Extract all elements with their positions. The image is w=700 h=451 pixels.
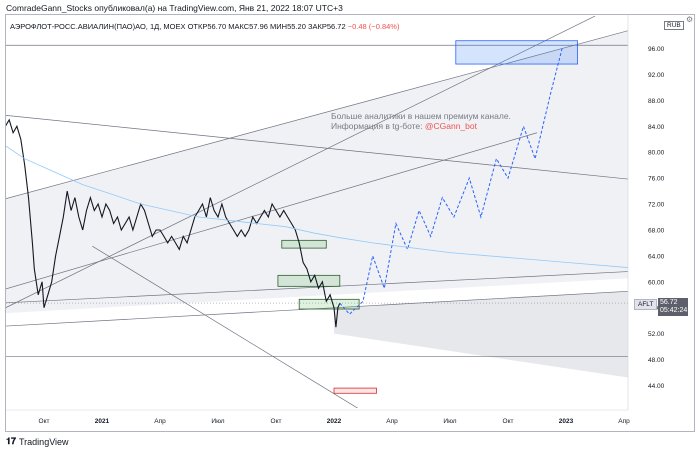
- zone-buy: [298, 298, 360, 310]
- y-tick-label: 92.00: [648, 72, 665, 79]
- symbol-legend: АЭРОФЛОТ-РОСС.АВИАЛИН(ПАО)АО, 1Д, MOEX О…: [10, 22, 399, 31]
- tradingview-logo-icon: 𝟏𝟕: [6, 436, 17, 446]
- y-tick-label: 96.00: [648, 46, 665, 53]
- x-tick-label: 2022: [327, 418, 342, 425]
- last-price: 56.72: [660, 299, 678, 306]
- annotation-line-1: Больше аналитики в нашем премиум канале.: [331, 111, 511, 121]
- y-tick-label: 76.00: [648, 176, 665, 183]
- x-tick-label: Апр: [386, 418, 398, 425]
- low-value: МИН55.20: [270, 22, 306, 31]
- bar-countdown: 05:42:24: [660, 307, 688, 314]
- y-tick-label: 72.00: [648, 202, 665, 209]
- tradingview-logo-text: TradingView: [19, 436, 69, 447]
- y-tick-label: 60.00: [648, 279, 665, 286]
- x-tick-label: Окт: [271, 418, 282, 425]
- lower-shade: [334, 291, 628, 378]
- gear-icon[interactable]: ⚙: [686, 15, 694, 24]
- y-tick-label: 88.00: [648, 98, 665, 105]
- currency-label[interactable]: RUB: [664, 21, 684, 30]
- annotation-line-2: Информация в tg-боте: @CGann_bot: [331, 121, 478, 131]
- y-tick-label: 44.00: [648, 383, 665, 390]
- x-tick-label: Июл: [443, 418, 456, 425]
- open-value: ОТКР56.70: [187, 22, 227, 31]
- publisher-header: ComradeGann_Stocks опубликовал(а) на Tra…: [6, 3, 343, 13]
- x-tick-label: 2021: [95, 418, 110, 425]
- x-tick-label: Апр: [618, 418, 630, 425]
- x-tick-label: Окт: [39, 418, 50, 425]
- annotation-handle[interactable]: @CGann_bot: [425, 121, 478, 131]
- y-tick-label: 80.00: [648, 150, 665, 157]
- trend-line: [6, 115, 628, 180]
- y-tick-label: 48.00: [648, 357, 665, 364]
- trend-line: [92, 245, 359, 408]
- trend-line: [6, 132, 538, 290]
- y-tick-label: 68.00: [648, 227, 665, 234]
- trend-line: [6, 30, 628, 200]
- ticker-tag: AFLT: [634, 299, 658, 310]
- tradingview-logo: 𝟏𝟕 TradingView: [6, 436, 69, 447]
- y-tick-label: 64.00: [648, 253, 665, 260]
- forecast-path-line: [339, 48, 563, 315]
- price-series-line: [6, 118, 341, 328]
- trend-line: [6, 15, 596, 308]
- last-price-tag: 56.72 05:42:24: [658, 298, 688, 316]
- channel-shade: [6, 30, 628, 314]
- x-tick-label: Июл: [211, 418, 224, 425]
- change-value: −0.48 (−0.84%): [347, 22, 400, 31]
- plot-area: [6, 15, 628, 408]
- y-tick-label: 52.00: [648, 331, 665, 338]
- x-tick-label: 2023: [559, 418, 574, 425]
- symbol-name[interactable]: АЭРОФЛОТ-РОСС.АВИАЛИН(ПАО)АО, 1Д, MOEX: [10, 22, 186, 31]
- high-value: МАКС57.96: [228, 22, 268, 31]
- close-value: ЗАКР56.72: [307, 22, 346, 31]
- zone-target: [455, 40, 578, 65]
- moving-average-line: [6, 145, 628, 268]
- y-tick-label: 84.00: [648, 124, 665, 131]
- x-tick-label: Апр: [154, 418, 166, 425]
- x-tick-label: Окт: [503, 418, 514, 425]
- zone-sell: [333, 387, 377, 394]
- zone-buy: [281, 239, 327, 249]
